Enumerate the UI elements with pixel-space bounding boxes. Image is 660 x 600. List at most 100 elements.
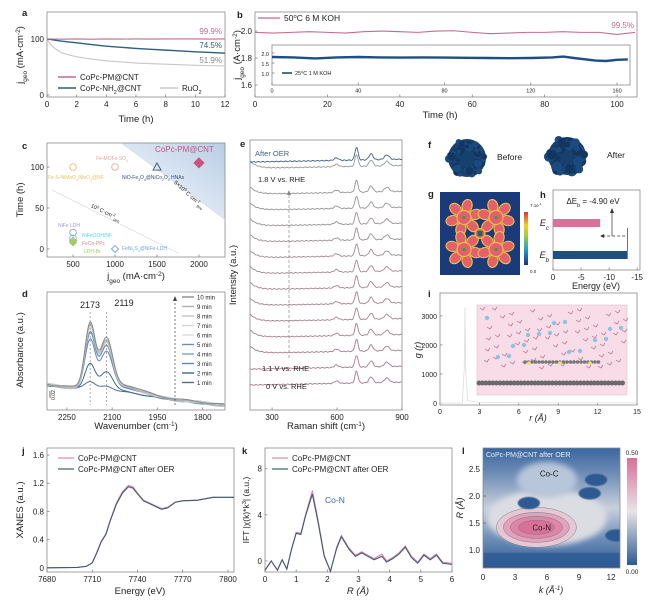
h-energy-bar bbox=[553, 219, 601, 227]
k-y-axis-label: IFT |χ(k)*k3| (a.u.) bbox=[241, 476, 251, 543]
e-potential-arrow-head bbox=[287, 190, 291, 195]
i-water-molecule bbox=[530, 357, 537, 362]
f-particle-grain bbox=[453, 164, 462, 173]
a-legend-label: CoPc-NH2@CNT bbox=[80, 84, 141, 96]
i-water-molecule bbox=[531, 346, 538, 351]
g-colorbar-min-label: 0.0 bbox=[530, 269, 537, 274]
l-co-c-region bbox=[517, 461, 578, 498]
panel-label-j: j bbox=[21, 446, 25, 457]
h-axes-frame bbox=[552, 189, 641, 271]
i-ion bbox=[551, 320, 557, 326]
f-particle-grain bbox=[455, 158, 460, 163]
c-axes-frame bbox=[46, 142, 226, 258]
b-legend-label: 50oC 6 M KOH bbox=[284, 13, 340, 23]
j-legend-label: CoPc-PM@CNT after OER bbox=[78, 465, 175, 474]
i-substrate-atom bbox=[522, 380, 527, 386]
c-point-label: NiFe LDH bbox=[58, 223, 80, 229]
i-water-molecule bbox=[598, 353, 605, 358]
i-substrate-atom bbox=[564, 380, 569, 386]
e-curve-label-after-oer: After OER bbox=[255, 149, 290, 158]
d-legend-label: 2 min bbox=[197, 372, 212, 378]
f-particle-grain bbox=[552, 161, 563, 172]
l-annotation-label: Co-C bbox=[540, 469, 559, 478]
a-y-tick-label: 0 bbox=[40, 91, 45, 100]
l-x-tick-label: 12 bbox=[607, 573, 616, 582]
b-axes-frame bbox=[254, 11, 638, 98]
i-water-molecule bbox=[569, 348, 576, 353]
l-colorbar bbox=[627, 458, 637, 565]
i-substrate-atom bbox=[532, 380, 538, 386]
i-water-molecule bbox=[585, 364, 592, 369]
c-x-tick-label: 500 bbox=[66, 260, 80, 269]
i-water-molecule bbox=[508, 311, 515, 316]
c-x-axis-label: jgeo (mA·cm-2) bbox=[106, 271, 165, 285]
k-ift-line bbox=[264, 490, 453, 574]
b-series-line bbox=[254, 30, 636, 35]
i-water-molecule bbox=[561, 340, 568, 345]
c-point-label: LDH-Br bbox=[84, 249, 101, 255]
i-substrate-atom bbox=[497, 380, 503, 386]
l-y-tick-label: 1.5 bbox=[469, 519, 481, 528]
i-simulation-box bbox=[476, 304, 628, 396]
c-reference-line bbox=[51, 189, 179, 254]
i-water-molecule bbox=[522, 349, 529, 354]
k-co-n-label: Co-N bbox=[325, 495, 345, 505]
e-raman-spectrum-line bbox=[250, 370, 403, 386]
d-legend-label: 5 min bbox=[197, 343, 212, 349]
f-particle-grain bbox=[458, 140, 465, 147]
i-water-molecule bbox=[500, 363, 507, 368]
k-legend-label: CoPc-PM@CNT bbox=[292, 454, 351, 463]
i-substrate-atom bbox=[490, 380, 496, 386]
b-inset-y-tick-label: 2.0 bbox=[261, 52, 269, 58]
b-x-tick-label: 40 bbox=[395, 100, 404, 109]
c-data-point-circle bbox=[69, 163, 77, 171]
b-x-tick-label: 80 bbox=[540, 100, 549, 109]
k-x-tick-label: 6 bbox=[450, 575, 455, 584]
i-substrate-atom bbox=[606, 380, 611, 386]
i-substrate-atom bbox=[543, 380, 548, 386]
i-substrate-atom bbox=[578, 380, 583, 386]
c-x-tick-label: 1500 bbox=[148, 260, 166, 269]
i-molecule-atom bbox=[579, 360, 583, 364]
e-raman-spectrum-line bbox=[250, 195, 403, 211]
panel-label-i: i bbox=[428, 289, 431, 300]
i-water-molecule bbox=[537, 316, 544, 321]
f-particle-grain bbox=[465, 167, 474, 176]
i-molecule-atom bbox=[523, 360, 527, 364]
i-substrate-atom bbox=[613, 380, 618, 386]
i-cobalt-atom bbox=[588, 361, 592, 365]
k-x-tick-label: 0 bbox=[263, 575, 268, 584]
i-water-molecule bbox=[592, 323, 599, 328]
e-curve-label-zero-potential: 0 V vs. RHE bbox=[266, 382, 307, 391]
j-xanes-line bbox=[46, 486, 234, 569]
c-y-tick-label: 0 bbox=[40, 245, 45, 254]
j-y-tick-label: 1.6 bbox=[33, 451, 45, 460]
i-ion bbox=[536, 331, 542, 337]
b-inset-y-tick-label: 1.0 bbox=[261, 72, 269, 78]
k-ift-line bbox=[264, 493, 453, 574]
d-time-arrow-head bbox=[173, 296, 177, 301]
f-particle-grain bbox=[474, 148, 479, 153]
e-raman-spectrum-line bbox=[250, 291, 403, 306]
k-x-tick-label: 2 bbox=[325, 575, 330, 584]
d-spectrum-line bbox=[46, 321, 225, 405]
f-particle-grain bbox=[564, 141, 571, 148]
i-y-tick-label: 0 bbox=[433, 401, 437, 408]
i-substrate-atom bbox=[536, 380, 541, 386]
panel-label-g: g bbox=[428, 189, 434, 200]
i-water-molecule bbox=[536, 327, 543, 332]
b-x-tick-label: 60 bbox=[468, 100, 477, 109]
e-raman-spectrum-line bbox=[250, 338, 403, 354]
i-water-molecule bbox=[560, 351, 567, 356]
h-x-tick-label: -5 bbox=[578, 273, 586, 282]
d-peak-label: 2173 bbox=[80, 300, 100, 310]
c-data-point-circle bbox=[69, 228, 77, 237]
e-raman-spectrum-line bbox=[250, 243, 403, 259]
h-x-tick-label: -10 bbox=[603, 273, 615, 282]
a-end-value-label: 51.9% bbox=[199, 56, 222, 65]
d-axes-frame bbox=[46, 291, 226, 411]
b-x-tick-label: 0 bbox=[253, 100, 258, 109]
a-x-tick-label: 10 bbox=[191, 100, 200, 109]
j-legend-label: CoPc-PM@CNT bbox=[78, 454, 137, 463]
i-substrate-atom bbox=[574, 380, 580, 386]
